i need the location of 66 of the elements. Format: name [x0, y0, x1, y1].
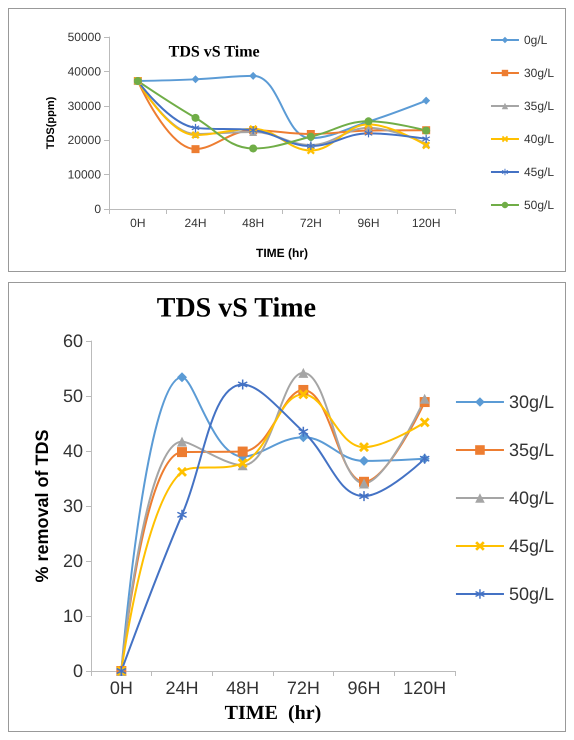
point: [192, 75, 200, 84]
point: [420, 394, 430, 404]
y-tick-label: 0: [72, 661, 83, 681]
point: [249, 144, 258, 152]
point: [238, 446, 248, 457]
point: [249, 72, 258, 80]
point: [298, 368, 308, 378]
y-tick-label: 50: [62, 386, 83, 406]
point: [298, 389, 308, 400]
chart-title: TDS vS Time: [156, 292, 316, 324]
x-tick-label: 72H: [286, 678, 320, 698]
y-tick-label: 20000: [68, 133, 102, 148]
y-axis-title: % removal of TDS: [32, 429, 52, 583]
legend-label: 30g/L: [524, 66, 554, 80]
point: [420, 417, 430, 428]
x-tick-label: 24H: [165, 678, 199, 698]
point: [177, 436, 187, 447]
y-tick-label: 20: [62, 551, 83, 571]
x-axis-title: TIME (hr): [256, 246, 308, 260]
y-tick-label: 30: [62, 496, 83, 516]
legend-label: 45g/L: [524, 165, 554, 179]
x-tick-label: 24H: [184, 216, 207, 230]
legend-label: 30g/L: [508, 392, 554, 412]
legend-label: 35g/L: [524, 99, 554, 113]
point: [177, 466, 187, 477]
point: [364, 129, 372, 138]
point: [359, 456, 369, 466]
point: [192, 124, 200, 132]
x-tick-label: 0H: [110, 678, 133, 698]
legend-label: 40g/L: [508, 488, 554, 508]
point: [422, 96, 430, 105]
point: [238, 379, 248, 390]
y-tick-label: 60: [62, 331, 83, 351]
legend-label: 50g/L: [508, 584, 554, 604]
point: [359, 442, 369, 452]
point: [359, 491, 369, 502]
point: [177, 510, 187, 520]
x-tick-label: 48H: [242, 216, 264, 230]
y-tick-label: 10000: [68, 168, 102, 182]
legend-label: 35g/L: [508, 440, 554, 460]
point: [192, 145, 200, 154]
y-tick-label: 50000: [68, 30, 102, 44]
point: [298, 426, 308, 437]
legend-label: 0g/L: [524, 33, 548, 47]
point: [192, 114, 200, 122]
point: [177, 372, 187, 382]
x-tick-label: 0H: [130, 216, 146, 230]
legend-label: 40g/L: [524, 132, 554, 146]
x-tick-label: 120H: [412, 216, 441, 230]
y-tick-label: 40: [62, 441, 83, 461]
x-axis-title: TIME (hr): [224, 702, 322, 724]
x-tick-label: 96H: [347, 678, 381, 698]
x-tick-label: 48H: [226, 678, 260, 698]
x-tick-label: 72H: [300, 216, 322, 230]
x-tick-label: 96H: [357, 216, 380, 230]
y-tick-label: 40000: [68, 64, 102, 78]
y-axis-title: TDS(ppm): [45, 96, 58, 150]
y-tick-label: 0: [94, 202, 102, 216]
chart-title: TDS vS Time: [168, 44, 260, 60]
y-tick-label: 10: [62, 606, 83, 626]
legend-label: 45g/L: [508, 536, 554, 556]
legend-label: 50g/L: [524, 198, 554, 212]
x-tick-label: 120H: [403, 678, 446, 698]
point: [177, 447, 187, 458]
point: [422, 134, 430, 143]
y-tick-label: 30000: [68, 98, 102, 113]
